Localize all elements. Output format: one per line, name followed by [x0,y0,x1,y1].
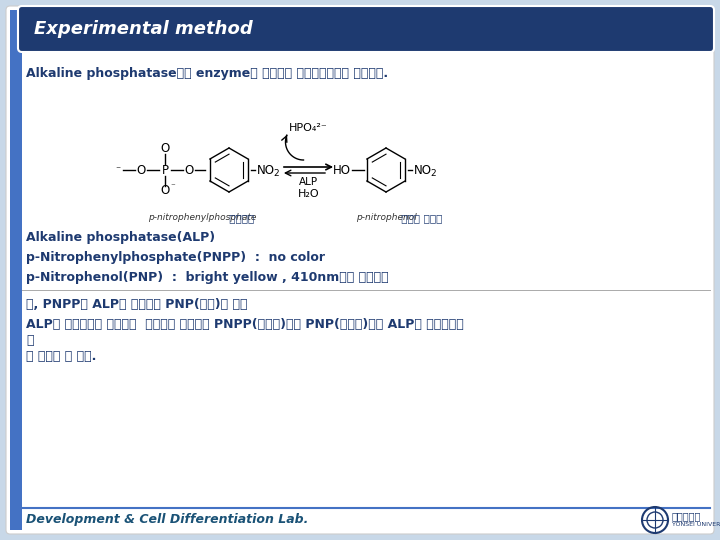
Text: P: P [161,164,168,177]
FancyBboxPatch shape [6,6,714,534]
Text: HO: HO [333,164,351,177]
Text: ALP의 처리시간을 달리하여  흥광도를 측정하면 PNPP(반응물)에서 PNP(생성물)로의 ALP의 효소반응속: ALP의 처리시간을 달리하여 흥광도를 측정하면 PNPP(반응물)에서 PN… [26,318,464,330]
Text: 를 측정할 수 있음.: 를 측정할 수 있음. [26,349,96,362]
Text: Alkaline phosphatase라는 enzyme을 이용하여 효소반응속도를 학습한다.: Alkaline phosphatase라는 enzyme을 이용하여 효소반응… [26,68,388,80]
Text: 즉, PNPP에 ALP를 처리하면 PNP(노랑)가 형성: 즉, PNPP에 ALP를 처리하면 PNP(노랑)가 형성 [26,298,248,310]
Text: p-nitrophenol: p-nitrophenol [356,213,416,222]
Text: O: O [136,164,145,177]
Text: ALP: ALP [299,177,318,187]
Text: （무색）: （무색） [222,213,254,223]
Text: ⁻: ⁻ [170,183,175,192]
Text: ⁻: ⁻ [115,165,120,175]
Text: H₂O: H₂O [297,189,319,199]
Text: Alkaline phosphatase(ALP): Alkaline phosphatase(ALP) [26,232,215,245]
Text: Development & Cell Differentiation Lab.: Development & Cell Differentiation Lab. [26,514,308,526]
Bar [10,10,22,530]
Text: 2: 2 [430,168,436,178]
Text: O: O [161,143,170,156]
Text: HPO₄²⁻: HPO₄²⁻ [289,123,328,133]
Text: O: O [184,164,194,177]
Text: p-nitrophenylphosphate: p-nitrophenylphosphate [148,213,256,222]
Text: 연세대학교: 연세대학교 [672,511,701,521]
Text: NO: NO [257,164,275,177]
Text: Experimental method: Experimental method [34,20,253,38]
Text: YONSEI UNIVERSITY: YONSEI UNIVERSITY [672,523,720,528]
Text: 도: 도 [26,334,34,347]
Text: 2: 2 [273,168,279,178]
Text: p-Nitrophenol(PNP)  :  bright yellow , 410nm에서 최대흥광: p-Nitrophenol(PNP) : bright yellow , 410… [26,272,389,285]
Text: p-Nitrophenylphosphate(PNPP)  :  no color: p-Nitrophenylphosphate(PNPP) : no color [26,252,325,265]
FancyBboxPatch shape [18,6,714,52]
Text: NO: NO [414,164,432,177]
Text: （밝은 노랑）: （밝은 노랑） [394,213,442,223]
Text: O: O [161,185,170,198]
